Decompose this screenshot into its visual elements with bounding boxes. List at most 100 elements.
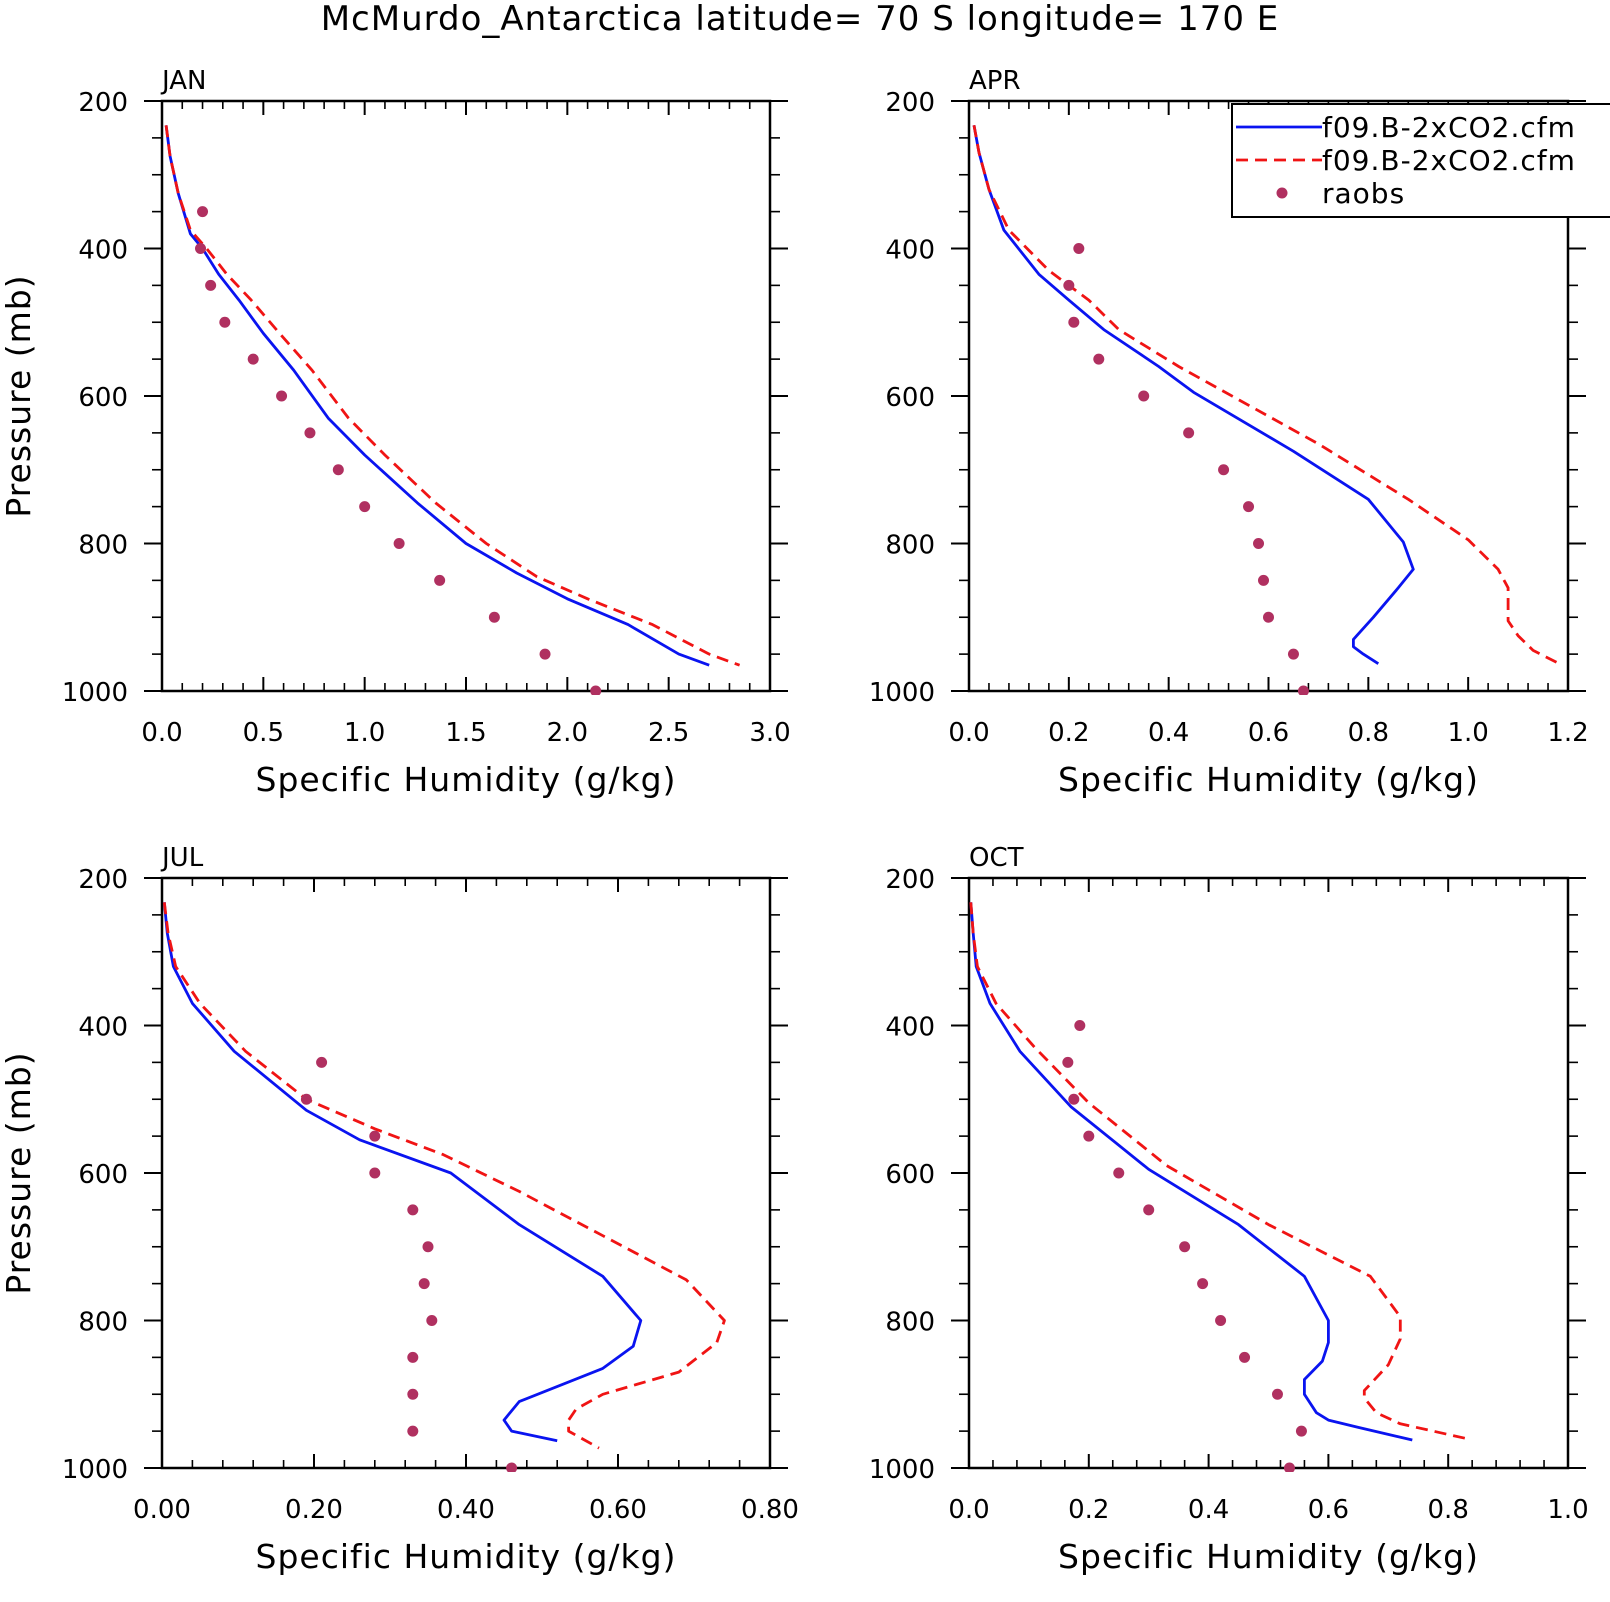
raobs-point bbox=[1179, 1241, 1191, 1253]
plot-frame bbox=[967, 876, 1570, 1470]
raobs-point bbox=[332, 464, 344, 476]
y-tick-label: 200 bbox=[885, 865, 935, 895]
raobs-point bbox=[1243, 501, 1255, 513]
raobs-point bbox=[1295, 1425, 1307, 1437]
y-tick-label: 400 bbox=[885, 1013, 935, 1043]
raobs-point bbox=[1258, 574, 1270, 586]
x-tick-label: 0.4 bbox=[1148, 718, 1189, 748]
panel-label: APR bbox=[969, 66, 1021, 96]
series-group bbox=[164, 125, 741, 695]
y-tick-label: 1000 bbox=[869, 678, 935, 708]
y-tick-label: 200 bbox=[78, 88, 128, 118]
y-tick-label: 600 bbox=[885, 1160, 935, 1190]
raobs-point bbox=[1215, 1315, 1227, 1326]
y-tick-label: 800 bbox=[885, 1308, 935, 1338]
panel-label: OCT bbox=[969, 843, 1024, 873]
raobs-point bbox=[219, 316, 231, 328]
y-axis-title: Pressure (mb) bbox=[0, 274, 38, 517]
raobs-point bbox=[276, 390, 288, 402]
raobs-point bbox=[300, 1093, 312, 1105]
y-tick-label: 800 bbox=[78, 531, 128, 561]
x-tick-label: 2.0 bbox=[547, 718, 588, 748]
x-tick-label: 2.5 bbox=[648, 718, 689, 748]
series-group bbox=[972, 125, 1559, 695]
raobs-point bbox=[195, 243, 207, 254]
x-tick-label: 0.2 bbox=[1048, 718, 1089, 748]
series-line-dashed bbox=[969, 902, 1467, 1440]
x-tick-label: 0.8 bbox=[1348, 718, 1389, 748]
raobs-point bbox=[1062, 1056, 1074, 1068]
legend-label: f09.B-2xCO2.cfm bbox=[1322, 111, 1576, 144]
raobs-point bbox=[506, 1462, 518, 1472]
y-tick-label: 400 bbox=[885, 236, 935, 266]
x-tick-label: 0.80 bbox=[741, 1495, 799, 1525]
series-group bbox=[162, 902, 726, 1472]
raobs-point bbox=[1297, 685, 1309, 695]
raobs-point bbox=[247, 353, 259, 365]
y-tick-label: 600 bbox=[78, 383, 128, 413]
raobs-point bbox=[407, 1351, 419, 1363]
raobs-point bbox=[1143, 1204, 1155, 1216]
series-line-dashed bbox=[164, 125, 741, 667]
raobs-point bbox=[1197, 1278, 1209, 1290]
x-tick-label: 0.6 bbox=[1248, 718, 1289, 748]
raobs-point bbox=[1287, 648, 1299, 660]
series-line-solid bbox=[162, 902, 643, 1443]
y-tick-label: 400 bbox=[78, 236, 128, 266]
series-line-dashed bbox=[972, 125, 1559, 665]
raobs-point bbox=[393, 538, 405, 549]
panel-jul: JUL 0.00 0.20 0.40 0.60 0.80 200 400 600 800 1000 S… bbox=[0, 843, 799, 1576]
raobs-point bbox=[407, 1388, 419, 1400]
raobs-point bbox=[407, 1204, 419, 1216]
raobs-point bbox=[1138, 390, 1150, 402]
raobs-point bbox=[426, 1315, 438, 1326]
raobs-point bbox=[1239, 1351, 1251, 1363]
y-tick-label: 400 bbox=[78, 1013, 128, 1043]
x-tick-label: 0.8 bbox=[1428, 1495, 1469, 1525]
series-line-solid bbox=[972, 125, 1415, 665]
y-tick-label: 1000 bbox=[62, 678, 128, 708]
raobs-point bbox=[197, 206, 209, 218]
y-tick-label: 1000 bbox=[869, 1455, 935, 1485]
panel-jan: JAN 0.0 0.5 1.0 1.5 2.0 2.5 3.0 200 400 600 800 1000… bbox=[0, 66, 791, 799]
raobs-point bbox=[488, 611, 500, 623]
x-tick-label: 0.4 bbox=[1188, 1495, 1229, 1525]
raobs-point bbox=[369, 1130, 381, 1142]
x-tick-label: 0.00 bbox=[133, 1495, 191, 1525]
raobs-point bbox=[304, 427, 316, 439]
x-tick-label: 0.2 bbox=[1068, 1495, 1109, 1525]
raobs-point bbox=[1068, 1093, 1080, 1105]
x-tick-label: 0.40 bbox=[437, 1495, 495, 1525]
figure-title: McMurdo_Antarctica latitude= 70 S longit… bbox=[321, 0, 1280, 39]
raobs-point bbox=[1063, 279, 1075, 291]
raobs-point bbox=[1283, 1462, 1295, 1472]
raobs-point bbox=[316, 1056, 328, 1068]
y-tick-label: 200 bbox=[885, 88, 935, 118]
raobs-point bbox=[407, 1425, 419, 1437]
x-axis-title: Specific Humidity (g/kg) bbox=[256, 1537, 677, 1576]
raobs-point bbox=[1183, 427, 1195, 439]
y-axis-title: Pressure (mb) bbox=[0, 1051, 38, 1294]
x-tick-label: 1.0 bbox=[344, 718, 385, 748]
raobs-point bbox=[1113, 1167, 1125, 1179]
y-tick-label: 1000 bbox=[62, 1455, 128, 1485]
x-axis-title: Specific Humidity (g/kg) bbox=[1058, 1537, 1479, 1576]
x-tick-label: 0.6 bbox=[1308, 1495, 1349, 1525]
raobs-point bbox=[1074, 1020, 1086, 1031]
raobs-point bbox=[1068, 316, 1080, 328]
raobs-point bbox=[205, 279, 217, 291]
y-tick-label: 800 bbox=[78, 1308, 128, 1338]
raobs-point bbox=[434, 574, 446, 586]
x-tick-label: 0.0 bbox=[141, 718, 182, 748]
x-tick-label: 1.2 bbox=[1547, 718, 1588, 748]
x-tick-label: 1.0 bbox=[1547, 1495, 1588, 1525]
raobs-point bbox=[1253, 538, 1265, 549]
y-tick-label: 600 bbox=[885, 383, 935, 413]
x-tick-label: 1.5 bbox=[445, 718, 486, 748]
series-group bbox=[969, 902, 1467, 1472]
x-tick-label: 0.20 bbox=[285, 1495, 343, 1525]
legend-label: f09.B-2xCO2.cfm bbox=[1322, 144, 1576, 177]
raobs-point bbox=[1218, 464, 1230, 476]
